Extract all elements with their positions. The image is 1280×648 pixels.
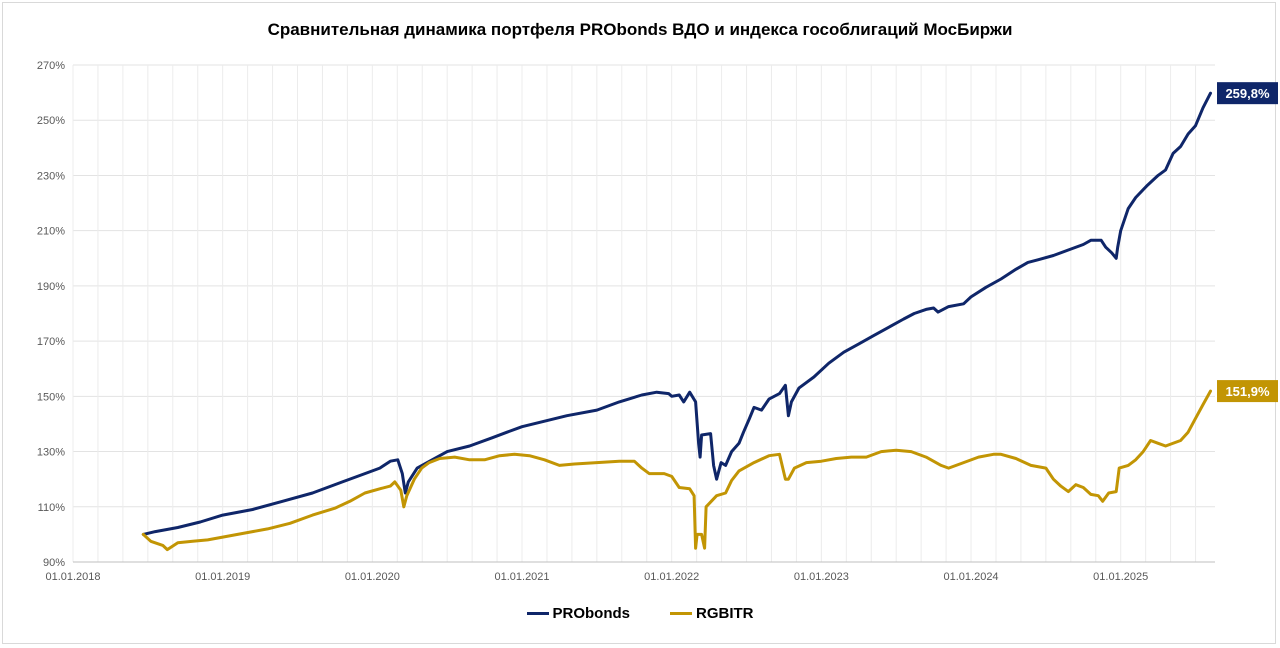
x-tick-label: 01.01.2022 <box>644 571 699 583</box>
x-tick-label: 01.01.2023 <box>794 571 849 583</box>
y-tick-label: 170% <box>37 336 65 348</box>
chart-title: Сравнительная динамика портфеля PRObonds… <box>267 20 1013 39</box>
chart-legend: PRObonds RGBITR <box>0 605 1280 622</box>
x-tick-label: 01.01.2021 <box>494 571 549 583</box>
y-tick-label: 90% <box>43 557 65 569</box>
legend-label-rgbitr: RGBITR <box>696 605 754 622</box>
legend-swatch-rgbitr <box>670 612 692 615</box>
series-line-rgbitr[interactable] <box>141 389 1212 552</box>
series-lines <box>141 91 1212 552</box>
end-value-label: 151,9% <box>1225 384 1270 399</box>
y-tick-label: 130% <box>37 447 65 459</box>
legend-label-probonds: PRObonds <box>552 605 631 622</box>
x-tick-label: 01.01.2019 <box>195 571 250 583</box>
y-tick-label: 250% <box>37 115 65 127</box>
series-line-probonds[interactable] <box>141 91 1212 536</box>
end-label-box <box>1217 380 1278 403</box>
y-tick-label: 190% <box>37 281 65 293</box>
x-axis-ticks: 01.01.2018 01.01.2019 01.01.2020 01.01.2021… <box>45 571 1148 583</box>
y-tick-label: 110% <box>38 502 66 514</box>
y-axis-ticks: 90% 110% 130% 150% 170% 190% 210% 230% 250% 270% <box>37 60 65 569</box>
y-tick-label: 210% <box>37 226 65 238</box>
y-tick-label: 230% <box>37 170 65 182</box>
x-tick-label: 01.01.2018 <box>45 571 100 583</box>
end-label-box <box>1217 82 1278 105</box>
legend-swatch-probonds <box>526 612 549 615</box>
x-tick-label: 01.01.2025 <box>1093 571 1148 583</box>
gridlines <box>72 64 1215 563</box>
y-tick-label: 150% <box>37 391 65 403</box>
end-value-labels: 259,8% 151,9% <box>1217 82 1278 403</box>
x-tick-label: 01.01.2020 <box>345 571 400 583</box>
legend-item-rgbitr[interactable]: RGBITR <box>670 605 754 622</box>
legend-item-probonds[interactable]: PRObonds <box>526 605 631 622</box>
end-value-label: 259,8% <box>1225 86 1270 101</box>
x-tick-label: 01.01.2024 <box>944 571 999 583</box>
y-tick-label: 270% <box>37 60 65 72</box>
